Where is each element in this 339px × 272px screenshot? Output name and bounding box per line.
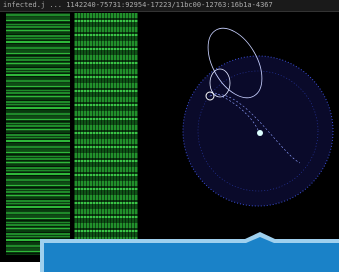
hex-view bbox=[6, 13, 70, 255]
screenshot: infected.j ... 1142240-75731:92954-17223… bbox=[0, 0, 339, 262]
title-bar: infected.j ... 1142240-75731:92954-17223… bbox=[0, 0, 339, 12]
center-point bbox=[257, 130, 263, 136]
point-cloud-plot bbox=[140, 13, 339, 255]
page: infected.j ... 1142240-75731:92954-17223… bbox=[0, 0, 339, 272]
title-text: infected.j ... 1142240-75731:92954-17223… bbox=[3, 1, 273, 10]
byte-view bbox=[74, 13, 138, 255]
callout-box bbox=[40, 231, 339, 272]
